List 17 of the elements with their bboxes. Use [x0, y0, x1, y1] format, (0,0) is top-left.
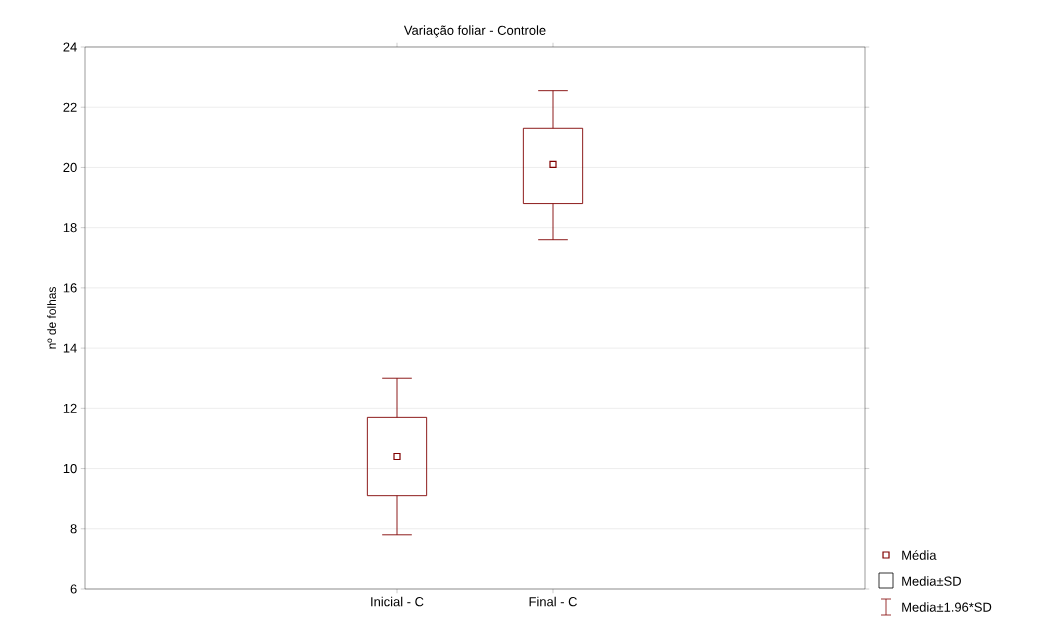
y-tick-label: 14	[63, 343, 77, 353]
x-tick-label: Inicial - C	[371, 596, 424, 607]
y-tick-label: 6	[70, 584, 77, 594]
y-tick-label: 8	[70, 524, 77, 534]
y-axis-title: nº de folhas	[47, 287, 56, 349]
x-tick-label: Final - C	[529, 596, 577, 607]
text: Media±1.96*SD	[902, 602, 992, 612]
chart-title: Variação foliar - Controle	[403, 25, 546, 38]
y-tick-label: 24	[63, 42, 77, 52]
y-tick-label: 12	[63, 403, 77, 413]
y-tick-label: 18	[63, 223, 77, 233]
y-tick-label: 20	[63, 162, 77, 173]
y-tick-label: 10	[63, 463, 77, 474]
y-tick-label: 16	[63, 283, 77, 293]
text: Média	[902, 550, 937, 560]
text: Media±SD	[902, 576, 961, 586]
y-tick-label: 22	[63, 102, 77, 112]
